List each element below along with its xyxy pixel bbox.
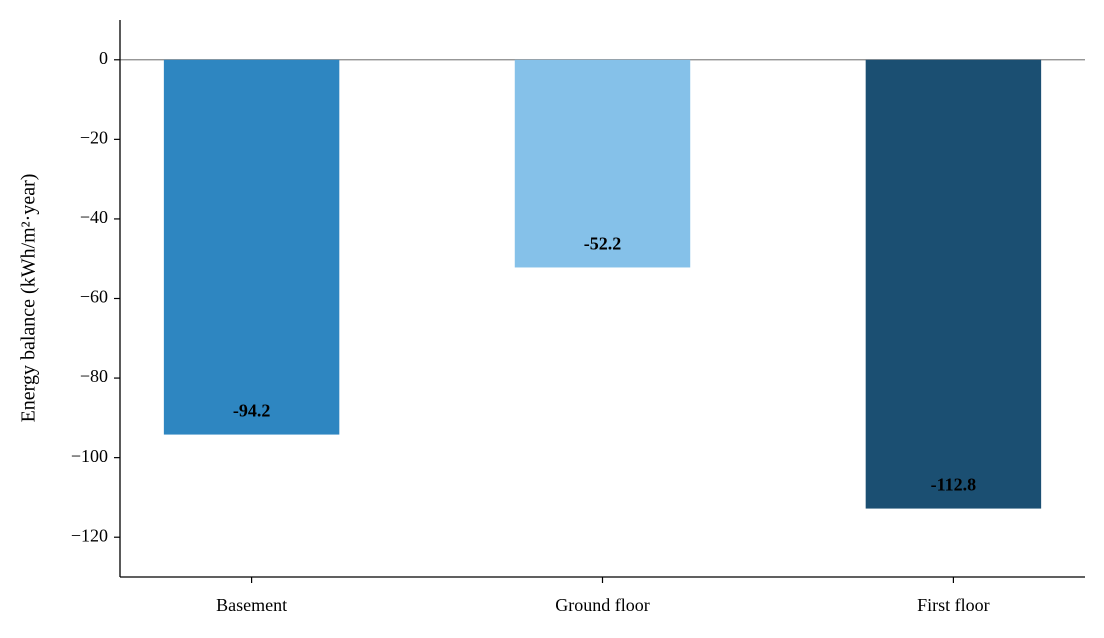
y-tick-label: −40	[80, 207, 108, 227]
x-tick-label: First floor	[917, 595, 990, 615]
bar	[163, 59, 340, 435]
y-tick-label: −100	[71, 446, 108, 466]
data-label: -112.8	[931, 475, 977, 495]
data-label: -52.2	[584, 234, 622, 254]
x-tick-label: Basement	[216, 595, 287, 615]
y-axis-label: Energy balance (kWh/m²·year)	[18, 174, 40, 423]
x-tick-label: Ground floor	[555, 595, 649, 615]
y-tick-label: −120	[71, 525, 108, 545]
y-tick-label: 0	[99, 48, 108, 68]
y-tick-label: −80	[80, 366, 108, 386]
data-label: -94.2	[233, 401, 271, 421]
y-tick-label: −20	[80, 127, 108, 147]
y-tick-label: −60	[80, 287, 108, 307]
bar	[865, 59, 1042, 509]
bar	[514, 59, 691, 268]
